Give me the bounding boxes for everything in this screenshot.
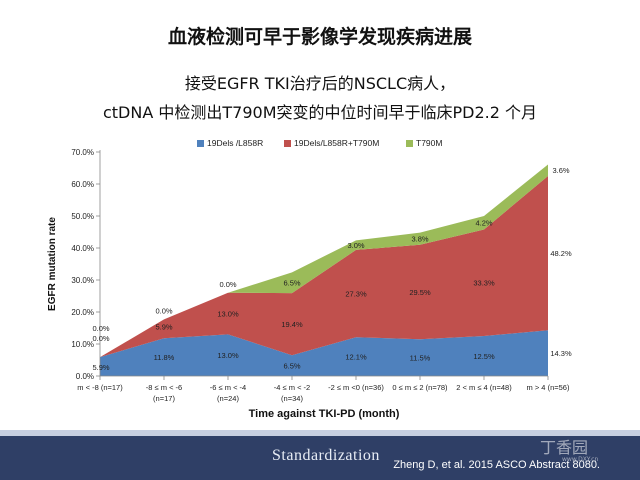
data-label-series-2: 48.2% (550, 249, 572, 258)
data-label-series-3: 3.0% (347, 241, 364, 250)
data-label-series-3: 4.2% (475, 219, 492, 228)
stacked-area-chart: 0.0%10.0%20.0%30.0%40.0%50.0%60.0%70.0%m… (47, 138, 572, 420)
data-label-series-3: 0.0% (155, 306, 172, 315)
y-tick-label: 0.0% (76, 372, 94, 381)
x-tick-label-line-2: (n=17) (153, 394, 175, 403)
area-series-2 (100, 176, 548, 358)
x-tick-label: -2 ≤ m <0 (n=36) (328, 383, 384, 392)
data-label-series-1: 12.1% (345, 353, 367, 362)
y-tick-label: 70.0% (71, 148, 94, 157)
y-tick-label: 20.0% (71, 308, 94, 317)
data-label-series-2: 5.9% (155, 322, 172, 331)
data-label-series-2: 29.5% (409, 288, 431, 297)
legend-swatch-series-3 (406, 140, 413, 147)
y-axis-title: EGFR mutation rate (47, 217, 58, 311)
watermark-logo: 丁香园 (540, 438, 589, 457)
legend-swatch-series-2 (284, 140, 291, 147)
x-tick-label: 2 < m ≤ 4 (n=48) (456, 383, 512, 392)
data-label-series-3: 0.0% (92, 324, 109, 333)
data-label-series-1: 11.8% (154, 353, 175, 362)
y-tick-label: 10.0% (71, 340, 94, 349)
slide-subtitle-line-2: ctDNA 中检测出T790M突变的中位时间早于临床PD2.2 个月 (102, 103, 537, 122)
x-tick-label-line-2: (n=24) (217, 394, 239, 403)
standardization-logo: Standardization (272, 447, 380, 464)
y-tick-label: 40.0% (71, 244, 94, 253)
area-series-3 (100, 164, 548, 358)
data-label-series-1: 12.5% (473, 352, 495, 361)
slide-subtitle-line-1: 接受EGFR TKI治疗后的NSCLC病人， (184, 74, 456, 93)
x-tick-label: -8 ≤ m < -6 (146, 383, 182, 392)
footer-band (0, 430, 640, 436)
x-tick-label: 0 ≤ m ≤ 2 (n=78) (392, 383, 448, 392)
data-label-series-2: 13.0% (217, 310, 239, 319)
area-series-1 (100, 330, 548, 376)
data-label-series-2: 33.3% (473, 279, 495, 288)
x-tick-label: m > 4 (n=56) (527, 383, 570, 392)
data-label-series-3: 3.8% (411, 235, 428, 244)
y-tick-label: 60.0% (71, 180, 94, 189)
data-label-series-1: 13.0% (217, 351, 239, 360)
data-label-series-2: 0.0% (92, 334, 109, 343)
x-tick-label: -6 ≤ m < -4 (210, 383, 246, 392)
data-label-series-1: 11.5% (410, 354, 431, 363)
watermark-url: www.DXY.cn (562, 456, 599, 463)
data-label-series-2: 19.4% (281, 320, 303, 329)
x-tick-label-line-2: (n=34) (281, 394, 303, 403)
footer-bar (0, 436, 640, 480)
data-label-series-2: 27.3% (345, 290, 367, 299)
citation: Zheng D, et al. 2015 ASCO Abstract 8080. (393, 459, 600, 471)
data-label-series-3: 6.5% (283, 279, 300, 288)
x-axis-title: Time against TKI-PD (month) (249, 408, 400, 420)
legend-label-series-2: 19Dels/L858R+T790M (294, 138, 379, 148)
data-label-series-1: 6.5% (283, 362, 300, 371)
legend-swatch-series-1 (197, 140, 204, 147)
y-tick-label: 50.0% (71, 212, 94, 221)
legend-label-series-1: 19Dels /L858R (207, 138, 263, 148)
slide-title: 血液检测可早于影像学发现疾病进展 (167, 26, 472, 48)
data-label-series-1: 14.3% (550, 349, 572, 358)
x-tick-label: -4 ≤ m < -2 (274, 383, 310, 392)
y-tick-label: 30.0% (71, 276, 94, 285)
legend-label-series-3: T790M (416, 138, 442, 148)
data-label-series-1: 5.9% (92, 363, 109, 372)
x-tick-label: m < -8 (n=17) (77, 383, 123, 392)
data-label-series-3: 3.6% (552, 166, 569, 175)
data-label-series-3: 0.0% (219, 280, 236, 289)
